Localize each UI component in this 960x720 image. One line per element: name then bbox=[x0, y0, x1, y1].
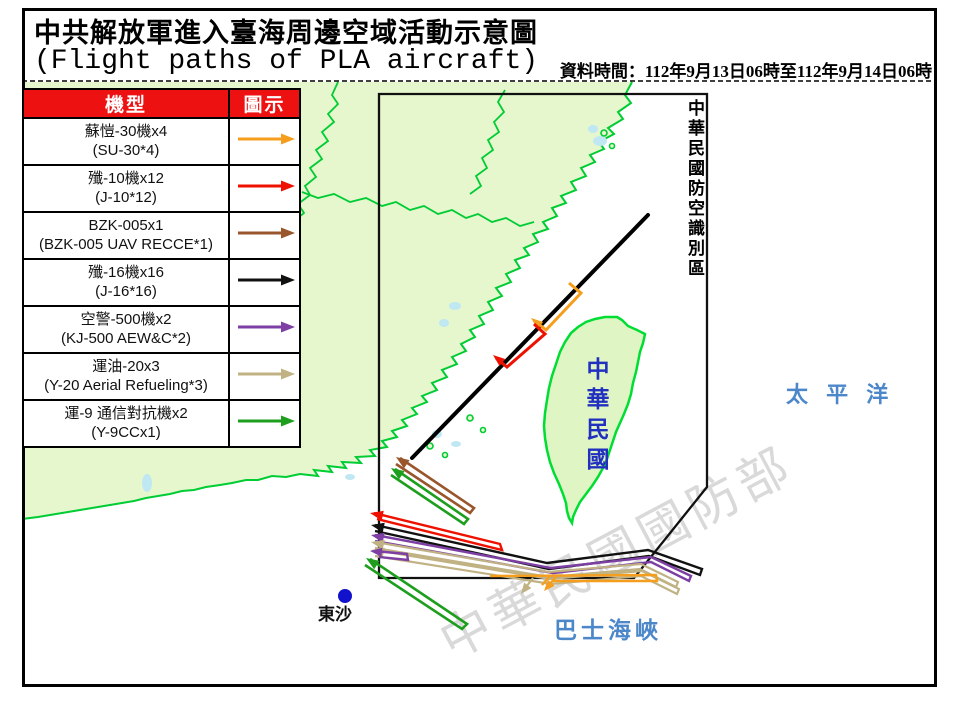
islets bbox=[426, 129, 616, 459]
aircraft-name-en: (J-10*12) bbox=[95, 188, 157, 206]
aircraft-name-en: (Y-9CCx1) bbox=[91, 423, 161, 441]
path-j10-median bbox=[493, 322, 548, 369]
aircraft-name-en: (KJ-500 AEW&C*2) bbox=[60, 329, 192, 347]
page-title: 中共解放軍進入臺海周邊空域活動示意圖 bbox=[34, 18, 538, 48]
adiz-boundary bbox=[377, 92, 709, 580]
legend-header-row: 機型 圖示 bbox=[22, 88, 301, 119]
path-su30-bashi bbox=[489, 573, 659, 591]
aircraft-name-en: (J-16*16) bbox=[95, 282, 157, 300]
arrow-icon bbox=[237, 180, 295, 192]
aircraft-name-en: (Y-20 Aerial Refueling*3) bbox=[44, 376, 208, 394]
aircraft-name-en: (BZK-005 UAV RECCE*1) bbox=[39, 235, 213, 253]
aircraft-name: BZK-005x1 bbox=[88, 216, 164, 234]
arrow-icon bbox=[237, 227, 295, 239]
legend-row-kj500: 空警-500機x2 (KJ-500 AEW&C*2) bbox=[22, 305, 301, 354]
arrow-icon bbox=[237, 321, 295, 333]
legend-header-symbol: 圖示 bbox=[228, 88, 301, 119]
path-bzk005 bbox=[395, 456, 476, 515]
legend-row-y20: 運油-20x3 (Y-20 Aerial Refueling*3) bbox=[22, 352, 301, 401]
data-time-range: 資料時間：112年9月13日06時至112年9月14日06時 bbox=[559, 62, 932, 81]
path-y9-ne bbox=[390, 467, 470, 526]
china-coastline bbox=[21, 81, 633, 520]
legend-header-type: 機型 bbox=[22, 88, 230, 119]
pacific-ocean-label: 太 平 洋 bbox=[786, 382, 895, 407]
arrow-icon bbox=[237, 274, 295, 286]
aircraft-name: 運油-20x3 bbox=[92, 357, 160, 375]
page-subtitle: (Flight paths of PLA aircraft) bbox=[34, 46, 539, 77]
bashi-channel-label: 巴士海峽 bbox=[554, 617, 662, 643]
aircraft-legend-table: 機型 圖示 蘇愷-30機x4 (SU-30*4) 殲-10機x12 (J-10*12… bbox=[22, 88, 301, 448]
taiwan-label: 中華民國 bbox=[583, 357, 608, 477]
path-kj500-short bbox=[370, 547, 410, 562]
aircraft-name: 空警-500機x2 bbox=[80, 310, 172, 328]
legend-row-j10: 殲-10機x12 (J-10*12) bbox=[22, 164, 301, 213]
aircraft-name: 運-9 通信對抗機x2 bbox=[64, 404, 188, 422]
adiz-label: 中華民國防空識別區 bbox=[685, 99, 704, 279]
arrow-icon bbox=[237, 133, 295, 145]
aircraft-name: 蘇愷-30機x4 bbox=[84, 122, 168, 140]
aircraft-name-en: (SU-30*4) bbox=[92, 141, 160, 159]
taiwan-island bbox=[542, 315, 647, 527]
legend-row-su30: 蘇愷-30機x4 (SU-30*4) bbox=[22, 117, 301, 166]
path-j10-sw bbox=[370, 510, 504, 552]
path-y9-sw bbox=[364, 557, 470, 631]
median-line bbox=[410, 213, 650, 460]
dongsha-dot bbox=[338, 589, 352, 603]
aircraft-name: 殲-16機x16 bbox=[88, 263, 164, 281]
legend-row-bzk005: BZK-005x1 (BZK-005 UAV RECCE*1) bbox=[22, 211, 301, 260]
dongsha-label: 東沙 bbox=[318, 605, 352, 624]
arrow-icon bbox=[237, 415, 295, 427]
arrow-icon bbox=[237, 368, 295, 380]
aircraft-name: 殲-10機x12 bbox=[88, 169, 164, 187]
path-su30-median bbox=[531, 281, 584, 333]
legend-row-y9: 運-9 通信對抗機x2 (Y-9CCx1) bbox=[22, 399, 301, 448]
legend-row-j16: 殲-16機x16 (J-16*16) bbox=[22, 258, 301, 307]
